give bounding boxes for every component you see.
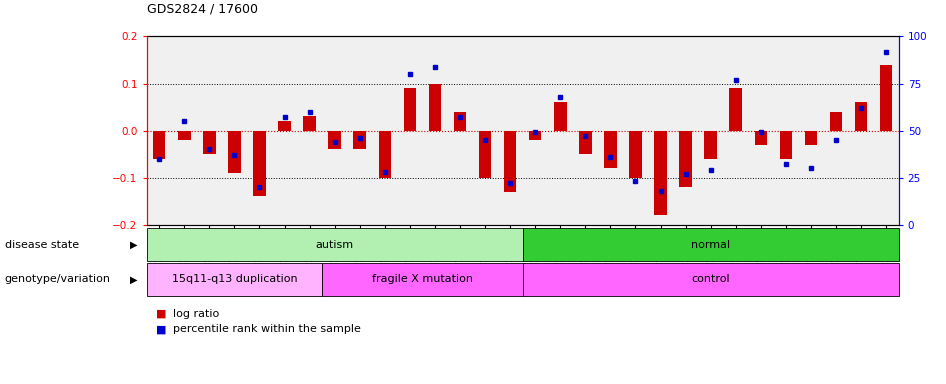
Bar [178,131,190,140]
Bar [378,131,391,178]
Bar [729,88,742,131]
Bar [304,116,316,131]
Bar [655,131,667,215]
Bar [780,131,792,159]
Text: fragile X mutation: fragile X mutation [372,274,473,285]
Bar [705,131,717,159]
Text: autism: autism [316,240,354,250]
Text: 15q11-q13 duplication: 15q11-q13 duplication [171,274,297,285]
Text: percentile rank within the sample: percentile rank within the sample [173,324,361,334]
Bar [679,131,692,187]
Bar [254,131,266,197]
Text: disease state: disease state [5,240,79,250]
Bar [880,65,892,131]
Bar [855,103,867,131]
Text: ▶: ▶ [130,240,137,250]
Text: genotype/variation: genotype/variation [5,274,111,285]
Bar [203,131,216,154]
Bar [153,131,166,159]
Bar [454,112,466,131]
Bar [228,131,240,173]
Bar [354,131,366,149]
Text: ▶: ▶ [130,274,137,285]
Bar [805,131,817,145]
Text: control: control [692,274,730,285]
Bar [479,131,491,178]
Bar [755,131,767,145]
Bar [554,103,567,131]
Text: ■: ■ [156,324,166,334]
Bar [504,131,517,192]
Bar [529,131,541,140]
Bar [830,112,842,131]
Text: ■: ■ [156,309,166,319]
Bar [604,131,617,168]
Text: normal: normal [692,240,730,250]
Text: log ratio: log ratio [173,309,219,319]
Bar [328,131,341,149]
Bar [629,131,641,178]
Text: GDS2824 / 17600: GDS2824 / 17600 [147,2,257,15]
Bar [404,88,416,131]
Bar [429,84,441,131]
Bar [579,131,591,154]
Bar [278,121,290,131]
